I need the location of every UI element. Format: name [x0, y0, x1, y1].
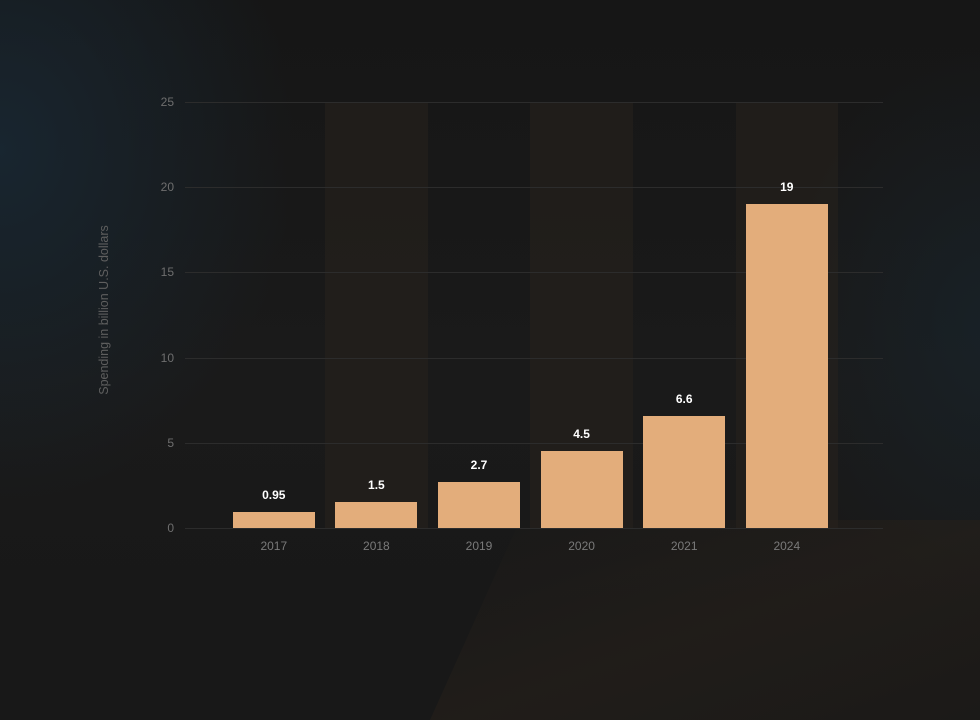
- gridline: [185, 187, 883, 188]
- x-tick-label: 2020: [568, 539, 595, 553]
- x-tick-label: 2019: [465, 539, 493, 553]
- gridline: [185, 102, 883, 103]
- bar-2020[interactable]: [540, 451, 623, 528]
- x-tick-label: 2024: [773, 539, 801, 553]
- y-tick-label: 20: [160, 180, 174, 194]
- y-tick-label: 10: [160, 351, 174, 365]
- y-tick-label: 5: [167, 436, 174, 450]
- y-tick-label: 25: [160, 95, 174, 109]
- column-band: [223, 102, 326, 528]
- bar-value-label: 2.7: [470, 457, 488, 472]
- x-tick-label: 2021: [670, 539, 698, 553]
- bar-value-label: 0.95: [262, 487, 286, 502]
- bar-value-label: 4.5: [573, 427, 590, 442]
- gridline: [185, 358, 883, 359]
- bar-chart: Spending in billion U.S. dollars 0 5 10 15 2…: [97, 95, 883, 553]
- x-tick-label: 2018: [363, 539, 390, 553]
- gridline: [185, 528, 883, 529]
- y-tick-label: 15: [160, 265, 174, 279]
- column-band: [325, 102, 428, 528]
- y-axis-title-text: Spending in billion U.S. dollars: [97, 225, 111, 395]
- bar-2021[interactable]: [643, 415, 726, 528]
- gridline: [185, 443, 883, 444]
- bar-2017[interactable]: [232, 511, 315, 528]
- bar-2019[interactable]: [438, 481, 520, 528]
- gridline: [185, 272, 883, 273]
- bar-value-label: 6.6: [675, 391, 693, 406]
- bar-2024[interactable]: [745, 204, 828, 528]
- x-tick-label: 2017: [260, 539, 288, 553]
- bar-value-label: 1.5: [368, 478, 385, 493]
- bar-2018[interactable]: [335, 502, 418, 528]
- y-tick-label: 0: [167, 521, 174, 535]
- bar-value-label: 19: [780, 180, 794, 195]
